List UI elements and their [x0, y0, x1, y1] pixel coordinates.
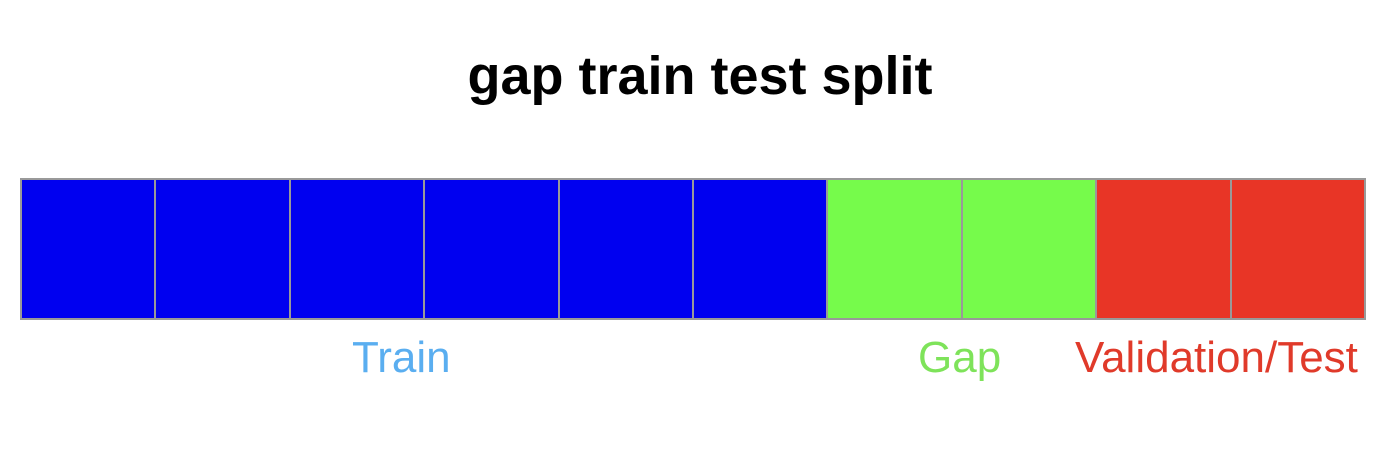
gap-segment: [962, 180, 1098, 318]
split-bar: [20, 178, 1366, 320]
test-segment: [1097, 180, 1232, 318]
train-segment: [290, 180, 426, 318]
train-segment: [559, 180, 695, 318]
train-segment: [22, 180, 157, 318]
train-segment: [694, 180, 829, 318]
diagram-title: gap train test split: [467, 46, 933, 106]
train-segment: [425, 180, 560, 318]
train-label: Train: [352, 333, 451, 382]
gap-segment: [828, 180, 963, 318]
gap-label: Gap: [918, 333, 1002, 382]
train-segment: [156, 180, 291, 318]
test-segment: [1231, 180, 1365, 318]
validation-test-label: Validation/Test: [1075, 333, 1358, 382]
